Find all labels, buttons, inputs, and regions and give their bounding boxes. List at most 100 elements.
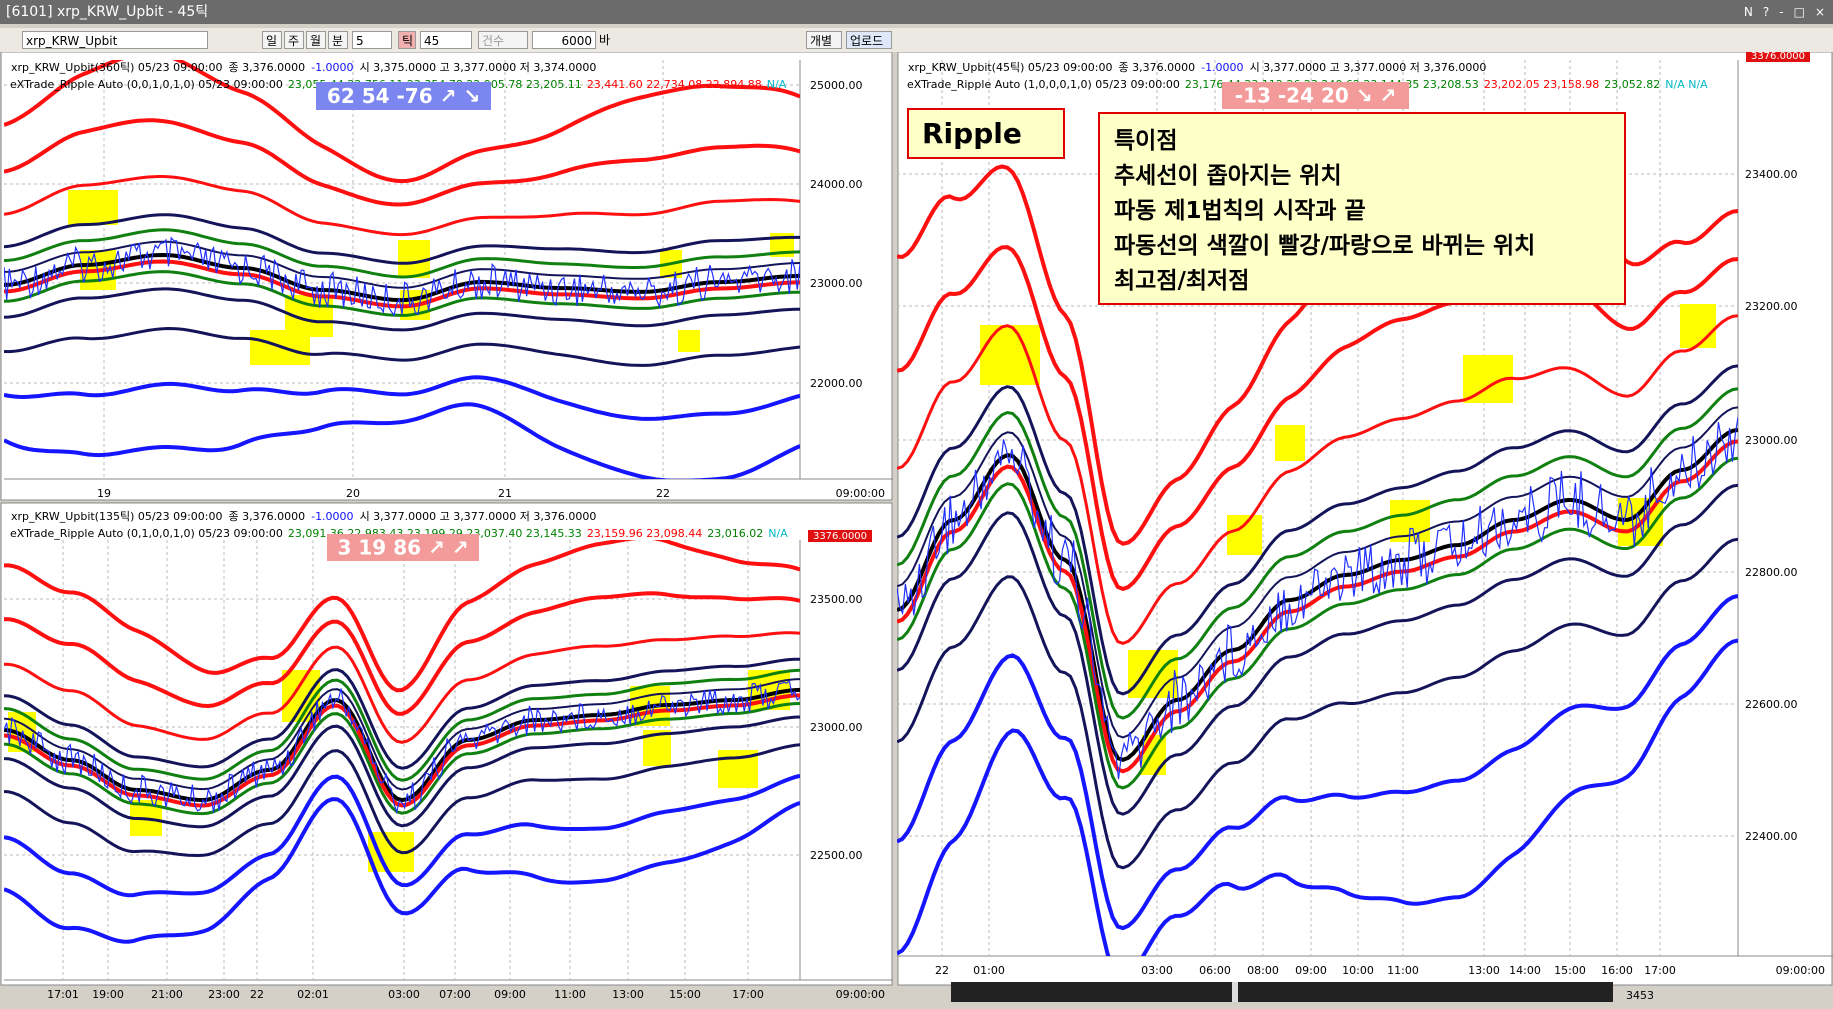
band-line: [897, 456, 1738, 790]
time-label: 20: [346, 487, 360, 500]
band-line: [897, 537, 1738, 870]
highlight: [1680, 304, 1716, 348]
header-change: -1.0000: [311, 510, 353, 523]
annotation-note: 파동선의 색깔이 빨강/파랑으로 바뀌는 위치: [1114, 233, 1535, 259]
upload-button[interactable]: 업로드: [846, 31, 892, 49]
header-header: xrp_KRW_Upbit(135틱) 05/23 09:00:00: [11, 510, 222, 523]
time-label: 07:00: [439, 988, 471, 1001]
separate-button[interactable]: 개별: [806, 31, 842, 49]
period-button[interactable]: 분: [328, 31, 348, 49]
price-label: 22500.00: [810, 849, 863, 862]
period-button[interactable]: 주: [284, 31, 304, 49]
time-label: 09:00: [1295, 964, 1327, 977]
count-select[interactable]: 건수: [478, 31, 528, 49]
band-line: [4, 326, 800, 367]
annotation-note: 특이점: [1114, 128, 1177, 154]
indicator-tail-values: 23,052.82: [1604, 78, 1660, 91]
time-label: 22: [935, 964, 949, 977]
count-input[interactable]: 6000: [532, 31, 596, 49]
period-button[interactable]: 월: [306, 31, 326, 49]
plot: [4, 540, 800, 944]
time-label: 03:00: [388, 988, 420, 1001]
band-line: [4, 591, 800, 716]
tick-select[interactable]: 45: [420, 31, 472, 49]
time-label: 13:00: [1468, 964, 1500, 977]
time-label: 03:00: [1141, 964, 1173, 977]
band-line: [4, 287, 800, 332]
time-label: 19:00: [92, 988, 124, 1001]
title-bar: [6101] xrp_KRW_Upbit - 45틱 N? - □ ×: [0, 0, 1833, 24]
annotation-note: 최고점/최저점: [1114, 268, 1249, 294]
price-label: 23000.00: [810, 277, 863, 290]
window-title: [6101] xrp_KRW_Upbit - 45틱: [6, 4, 209, 20]
header-header: xrp_KRW_Upbit(360틱) 05/23 09:00:00: [11, 61, 222, 74]
time-label: 22: [250, 988, 264, 1001]
corner-time: 09:00:00: [836, 988, 885, 1001]
header-ohl: 시 3,375.0000 고 3,377.0000 저 3,374.0000: [360, 61, 597, 74]
band-line: [897, 483, 1738, 816]
signal-text: 3 19 86 ↗ ↗: [338, 536, 469, 560]
tick-button[interactable]: 틱: [398, 31, 416, 49]
window-control[interactable]: ×: [1814, 5, 1825, 19]
header-change: -1.0000: [1201, 61, 1243, 74]
highlight: [1142, 735, 1166, 775]
band-line: [897, 245, 1738, 592]
count-unit: 바: [599, 33, 611, 47]
corner-time: 09:00:00: [836, 487, 885, 500]
annotation-label-box: [907, 108, 1065, 159]
highlight: [68, 190, 118, 225]
indicator-red-values: 23,202.05 23,158.98: [1484, 78, 1599, 91]
band-line: [4, 375, 800, 421]
header-header: xrp_KRW_Upbit(45틱) 05/23 09:00:00: [908, 61, 1112, 74]
band-line: [4, 631, 800, 744]
time-label: 08:00: [1247, 964, 1279, 977]
band-line: [4, 213, 800, 265]
chart-header: xrp_KRW_Upbit(360틱) 05/23 09:00:00 종 3,37…: [11, 61, 596, 74]
price-label: 22800.00: [1745, 566, 1798, 579]
band-line: [4, 240, 800, 289]
band-line: [4, 743, 800, 858]
indicator-indicator: eXTrade_Ripple Auto (1,0,0,0,1,0) 05/23 …: [907, 78, 1180, 91]
price-label: 23400.00: [1745, 168, 1798, 181]
time-label: 22: [656, 487, 670, 500]
time-label: 17:00: [732, 988, 764, 1001]
price-tag-text: 3376.0000: [813, 531, 867, 542]
band-line: [4, 702, 800, 816]
highlight: [1227, 515, 1262, 555]
window-control[interactable]: ?: [1762, 5, 1770, 19]
time-label: 14:00: [1509, 964, 1541, 977]
chart-header: xrp_KRW_Upbit(135틱) 05/23 09:00:00 종 3,37…: [11, 510, 596, 523]
indicator-na: N/A N/A: [1665, 78, 1708, 91]
window-control[interactable]: -: [1779, 5, 1784, 19]
time-label: 23:00: [208, 988, 240, 1001]
highlight: [1275, 425, 1305, 461]
window-controls: N? - □ ×: [1734, 0, 1825, 24]
minute-select[interactable]: 5: [352, 31, 392, 49]
price-tag: [808, 530, 872, 542]
price-label: 25000.00: [810, 79, 863, 92]
signal-text: -13 -24 20 ↘ ↗: [1235, 84, 1396, 108]
symbol-select[interactable]: xrp_KRW_Upbit: [22, 31, 208, 49]
price-label: 22000.00: [810, 377, 863, 390]
band-line: [897, 364, 1738, 696]
time-label: 17:00: [1644, 964, 1676, 977]
band-line: [4, 175, 800, 237]
window-control[interactable]: □: [1793, 5, 1805, 19]
time-label: 11:00: [554, 988, 586, 1001]
band-line: [4, 715, 800, 829]
time-label: 21:00: [151, 988, 183, 1001]
indicator-red-values: 23,441.60 22,734.08 22,894.88: [587, 78, 762, 91]
period-button[interactable]: 일: [262, 31, 282, 49]
band-line: [4, 60, 800, 184]
annotation-note: 파동 제1법칙의 시작과 끝: [1114, 198, 1366, 224]
price-tag: [1746, 52, 1810, 62]
signal-box: [1222, 82, 1409, 109]
time-label: 16:00: [1601, 964, 1633, 977]
time-label: 15:00: [669, 988, 701, 1001]
band-line: [897, 427, 1738, 763]
price-label: 22600.00: [1745, 698, 1798, 711]
window-control[interactable]: N: [1743, 5, 1753, 19]
chart-panel: 23400.00 23200.00 23000.00 22800.00 22600.00…: [897, 52, 1833, 1002]
scroll-bar: [951, 982, 1613, 1002]
